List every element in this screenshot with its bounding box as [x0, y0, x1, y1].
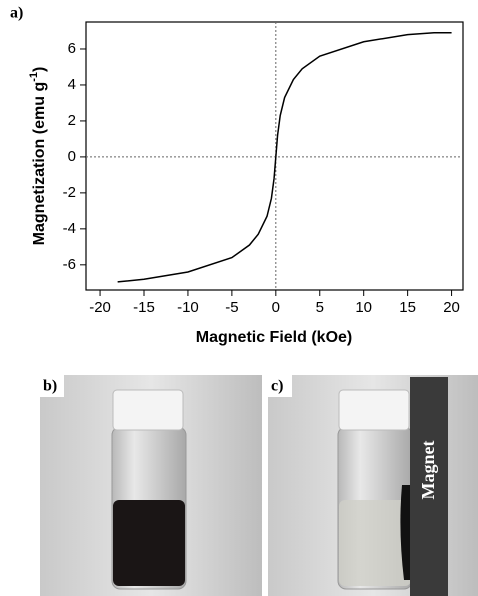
y-label-text: Magnetization (emu g [31, 82, 48, 246]
y-tick-label: 6 [68, 40, 76, 57]
plot-frame [85, 21, 464, 291]
photo-c: Magnet c) [268, 375, 478, 596]
x-tick-label: 15 [399, 299, 416, 316]
photo-b: b) [40, 375, 262, 596]
x-tick-label: -15 [133, 299, 155, 316]
magnet-label: Magnet [418, 441, 438, 500]
y-tick-label: -2 [63, 184, 76, 201]
x-tick-label: -10 [177, 299, 199, 316]
x-tick-label: -20 [89, 299, 111, 316]
panel-label: a) [10, 5, 23, 22]
x-tick-label: 10 [355, 299, 372, 316]
curve [117, 32, 452, 283]
y-label-sup: -1 [28, 72, 40, 82]
x-tick-label: 5 [316, 299, 324, 316]
y-tick-label: 0 [68, 148, 76, 165]
y-axis-label: Magnetization (emu g-1) [28, 67, 48, 246]
y-tick-label: -4 [63, 220, 76, 237]
x-tick-label: -5 [225, 299, 238, 316]
x-axis-label: Magnetic Field (kOe) [196, 329, 352, 346]
x-tick-label: 0 [272, 299, 280, 316]
y-tick-label: 4 [68, 76, 76, 93]
panel-label: b) [43, 378, 57, 395]
y-tick-label: 2 [68, 112, 76, 129]
x-tick-label: 20 [443, 299, 460, 316]
y-tick-label: -6 [63, 256, 76, 273]
panel-label: c) [271, 378, 283, 395]
y-label-close: ) [31, 67, 48, 72]
